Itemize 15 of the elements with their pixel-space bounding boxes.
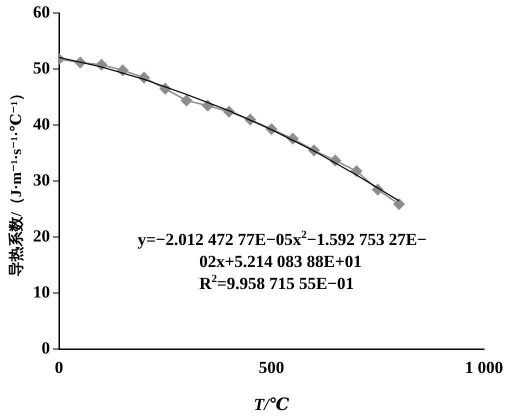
y-tick-label: 0 — [42, 338, 50, 358]
x-tick-label: 0 — [54, 358, 64, 377]
y-tick-label: 10 — [33, 282, 50, 302]
x-tick-label: 500 — [258, 358, 284, 377]
y-tick-label: 30 — [33, 170, 50, 190]
y-tick-label: 60 — [33, 2, 50, 22]
annotation: 02x+5.214 083 88E+01 — [199, 252, 362, 272]
x-tick-label: 1 000 — [464, 358, 504, 377]
point — [393, 198, 405, 210]
y-tick-label: 40 — [33, 114, 50, 134]
point — [180, 94, 192, 107]
x-axis-title: T/℃ — [254, 395, 290, 414]
y-tick-label: 20 — [33, 226, 50, 246]
y-tick-label: 50 — [33, 58, 50, 78]
y-axis-title: 导热系数/（J·m⁻¹·s⁻¹·℃⁻¹） — [8, 86, 25, 276]
